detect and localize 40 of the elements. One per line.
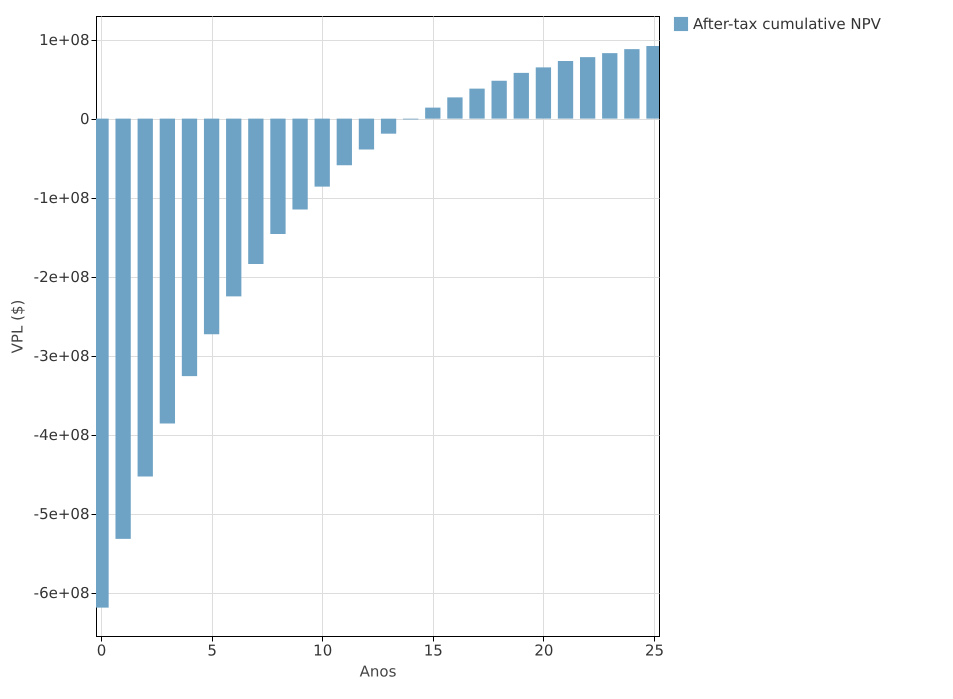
y-tick-label: -4e+08 <box>34 426 90 444</box>
bar <box>204 118 220 334</box>
x-tick-label: 20 <box>534 642 554 660</box>
x-tick-label: 10 <box>313 642 332 660</box>
bar <box>558 61 574 119</box>
y-tick-label: 1e+08 <box>39 31 90 50</box>
bar <box>536 67 552 119</box>
y-tick-label: 0 <box>80 110 90 128</box>
bar <box>336 118 352 166</box>
bar <box>602 53 618 119</box>
bar <box>138 118 153 476</box>
bar <box>447 97 463 119</box>
bar <box>292 118 308 210</box>
bar <box>425 108 440 119</box>
y-axis-title: VPL ($) <box>8 300 27 354</box>
bar <box>182 118 198 376</box>
bar <box>358 118 374 150</box>
y-tick-label: -6e+08 <box>34 584 90 602</box>
y-tick-label: -1e+08 <box>34 189 90 208</box>
bar <box>248 118 264 264</box>
bar <box>380 118 396 134</box>
x-tick-label: 25 <box>644 642 664 660</box>
bar <box>492 80 507 119</box>
bar <box>160 118 176 424</box>
bar <box>624 49 640 119</box>
bar <box>270 118 286 234</box>
y-tick-label: -3e+08 <box>34 347 90 366</box>
legend-label: After-tax cumulative NPV <box>693 15 882 33</box>
x-tick-label: 5 <box>207 642 217 660</box>
bar <box>580 57 596 119</box>
y-tick-label: -5e+08 <box>34 505 90 524</box>
bar <box>469 88 485 119</box>
bar <box>314 118 330 187</box>
x-tick-label: 15 <box>424 642 443 660</box>
bar <box>514 72 529 119</box>
x-tick-label: 0 <box>96 642 106 660</box>
y-tick-label: -2e+08 <box>34 268 90 286</box>
x-axis-title: Anos <box>360 662 397 680</box>
bar <box>115 118 131 539</box>
bar <box>226 118 242 296</box>
